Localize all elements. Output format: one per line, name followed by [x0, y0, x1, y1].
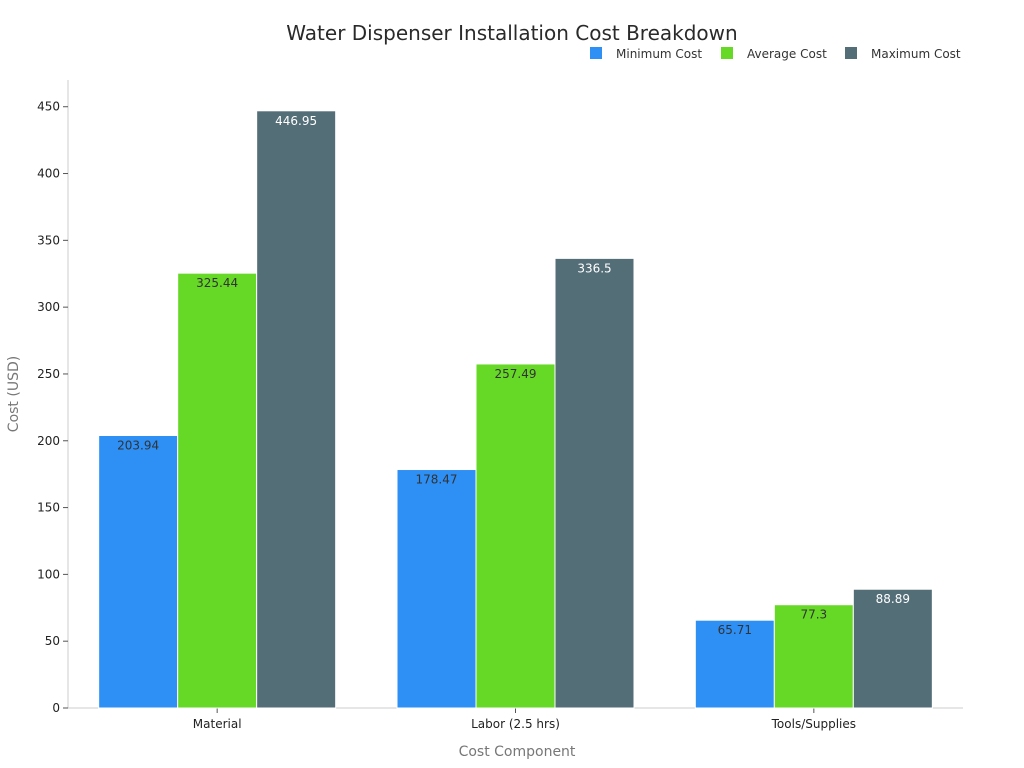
y-tick-label: 350 — [37, 233, 60, 247]
x-tick-label: Labor (2.5 hrs) — [471, 717, 560, 731]
bar-value-label: 446.95 — [275, 114, 317, 128]
bar-value-label: 257.49 — [495, 367, 537, 381]
bar-average-cost-0 — [177, 272, 258, 709]
bar-maximum-cost-2 — [852, 588, 933, 709]
bars: 203.94 325.44 446.95 178.47 257.49 336.5 65.71… — [98, 110, 933, 709]
y-tick-label: 200 — [37, 434, 60, 448]
legend-label: Maximum Cost — [871, 47, 961, 61]
y-tick-label: 300 — [37, 300, 60, 314]
legend-swatch — [721, 47, 733, 59]
bar-value-label: 88.89 — [876, 592, 910, 606]
bar-average-cost-1 — [475, 363, 556, 709]
legend: Minimum Cost Average Cost Maximum Cost — [590, 47, 961, 61]
x-tick-label: Material — [193, 717, 242, 731]
bar-value-label: 77.3 — [800, 608, 827, 622]
legend-label: Minimum Cost — [616, 47, 702, 61]
y-tick-label: 400 — [37, 167, 60, 181]
bar-minimum-cost-0 — [98, 435, 179, 709]
y-tick-label: 450 — [37, 100, 60, 114]
y-tick-label: 100 — [37, 567, 60, 581]
bar-average-cost-2 — [773, 604, 854, 709]
y-tick-label: 0 — [52, 701, 60, 715]
x-axis-label: Cost Component — [459, 744, 576, 760]
bar-value-label: 65.71 — [718, 623, 752, 637]
legend-swatch — [845, 47, 857, 59]
y-tick-label: 250 — [37, 367, 60, 381]
y-axis-label: Cost (USD) — [6, 356, 22, 432]
legend-label: Average Cost — [747, 47, 827, 61]
axes: 0 50 100 150 200 250 300 350 400 450 Material Labor… — [37, 80, 963, 731]
y-tick-label: 150 — [37, 501, 60, 515]
bar-value-label: 203.94 — [117, 439, 159, 453]
bar-value-label: 336.5 — [577, 261, 611, 275]
y-tick-label: 50 — [45, 634, 60, 648]
bar-maximum-cost-0 — [256, 110, 337, 709]
bar-maximum-cost-1 — [554, 257, 635, 709]
bar-minimum-cost-1 — [396, 469, 477, 709]
bar-value-label: 178.47 — [416, 473, 458, 487]
x-tick-label: Tools/Supplies — [771, 717, 856, 731]
bar-value-label: 325.44 — [196, 276, 238, 290]
legend-swatch — [590, 47, 602, 59]
chart-title: Water Dispenser Installation Cost Breakd… — [286, 21, 737, 45]
